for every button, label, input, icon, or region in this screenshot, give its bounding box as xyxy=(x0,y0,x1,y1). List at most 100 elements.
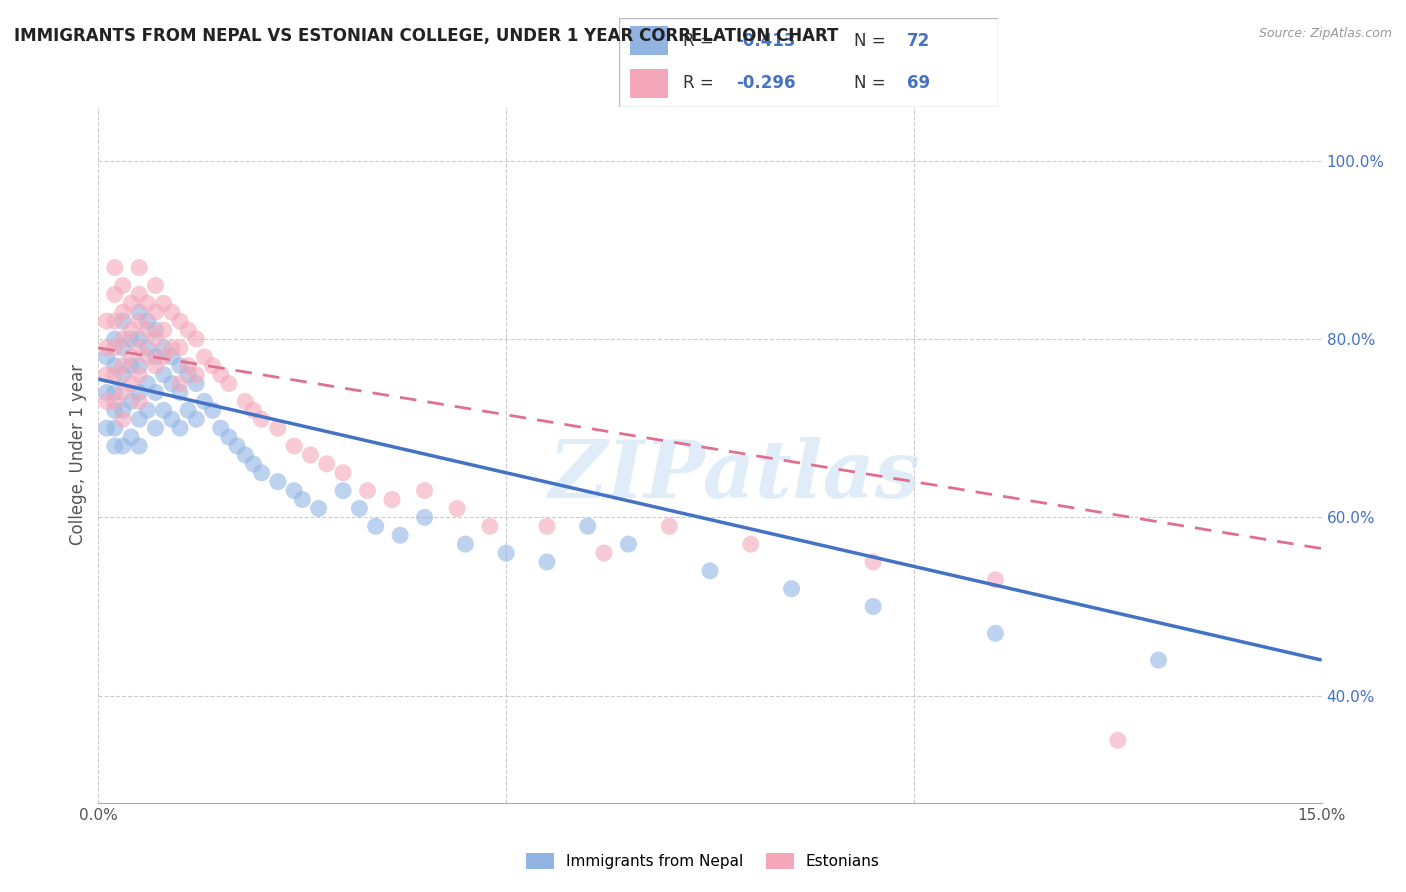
Point xyxy=(104,260,127,275)
Point xyxy=(128,359,150,373)
Point xyxy=(111,368,134,382)
Point xyxy=(186,376,208,391)
Point xyxy=(291,492,314,507)
Point xyxy=(152,341,174,355)
Point xyxy=(128,314,150,328)
Point xyxy=(128,394,150,409)
Point xyxy=(111,314,134,328)
Point xyxy=(201,359,224,373)
Point xyxy=(315,457,337,471)
Point xyxy=(111,403,134,417)
Point xyxy=(111,332,134,346)
Point xyxy=(381,492,404,507)
Point xyxy=(104,332,127,346)
Point xyxy=(617,537,640,551)
Point xyxy=(104,368,127,382)
Point xyxy=(145,305,167,319)
Point xyxy=(128,385,150,400)
Point xyxy=(136,296,159,310)
Point xyxy=(152,323,174,337)
Point xyxy=(145,359,167,373)
Point xyxy=(780,582,803,596)
Point xyxy=(160,412,183,426)
Point xyxy=(169,385,191,400)
Point xyxy=(152,296,174,310)
Point xyxy=(413,483,436,498)
Point xyxy=(120,296,142,310)
Point xyxy=(169,359,191,373)
Point xyxy=(128,341,150,355)
Point xyxy=(862,555,884,569)
Point xyxy=(201,403,224,417)
Point xyxy=(145,278,167,293)
Point xyxy=(104,385,127,400)
Y-axis label: College, Under 1 year: College, Under 1 year xyxy=(69,364,87,546)
Text: 72: 72 xyxy=(907,32,931,50)
Point xyxy=(250,466,273,480)
Point xyxy=(242,403,264,417)
FancyBboxPatch shape xyxy=(619,18,998,107)
Point xyxy=(283,439,305,453)
Point xyxy=(120,430,142,444)
Point xyxy=(283,483,305,498)
Text: 69: 69 xyxy=(907,74,931,92)
Point xyxy=(136,314,159,328)
Point xyxy=(169,421,191,435)
Point xyxy=(145,350,167,364)
Point xyxy=(332,483,354,498)
Point xyxy=(364,519,387,533)
Text: IMMIGRANTS FROM NEPAL VS ESTONIAN COLLEGE, UNDER 1 YEAR CORRELATION CHART: IMMIGRANTS FROM NEPAL VS ESTONIAN COLLEG… xyxy=(14,27,838,45)
Point xyxy=(446,501,468,516)
Point xyxy=(169,376,191,391)
Point xyxy=(226,439,249,453)
Point xyxy=(862,599,884,614)
Point xyxy=(454,537,477,551)
Point xyxy=(111,305,134,319)
Point xyxy=(104,314,127,328)
Point xyxy=(177,368,200,382)
Point xyxy=(111,385,134,400)
Point xyxy=(120,359,142,373)
Point xyxy=(104,403,127,417)
Text: -0.296: -0.296 xyxy=(737,74,796,92)
Point xyxy=(104,341,127,355)
Text: Source: ZipAtlas.com: Source: ZipAtlas.com xyxy=(1258,27,1392,40)
Point xyxy=(209,368,232,382)
Point xyxy=(96,421,118,435)
Text: N =: N = xyxy=(853,32,891,50)
Point xyxy=(389,528,412,542)
Point xyxy=(218,376,240,391)
Point xyxy=(104,421,127,435)
Point xyxy=(186,412,208,426)
Point xyxy=(658,519,681,533)
Point xyxy=(536,555,558,569)
Point xyxy=(169,341,191,355)
Point xyxy=(186,368,208,382)
Point xyxy=(984,626,1007,640)
Point xyxy=(104,394,127,409)
Point xyxy=(152,368,174,382)
Point xyxy=(111,341,134,355)
Point xyxy=(96,314,118,328)
Point xyxy=(145,323,167,337)
Point xyxy=(177,323,200,337)
Point xyxy=(120,376,142,391)
Point xyxy=(356,483,378,498)
Point xyxy=(120,350,142,364)
Legend: Immigrants from Nepal, Estonians: Immigrants from Nepal, Estonians xyxy=(520,847,886,875)
Point xyxy=(160,350,183,364)
Point xyxy=(536,519,558,533)
Point xyxy=(111,278,134,293)
Point xyxy=(177,359,200,373)
Text: R =: R = xyxy=(683,32,720,50)
Bar xyxy=(630,69,668,98)
Text: ZIPatlas: ZIPatlas xyxy=(548,437,921,515)
Point xyxy=(136,341,159,355)
Text: R =: R = xyxy=(683,74,720,92)
Point xyxy=(145,421,167,435)
Point xyxy=(104,359,127,373)
Point xyxy=(299,448,322,462)
Point xyxy=(96,385,118,400)
Point xyxy=(96,350,118,364)
Point xyxy=(128,332,150,346)
